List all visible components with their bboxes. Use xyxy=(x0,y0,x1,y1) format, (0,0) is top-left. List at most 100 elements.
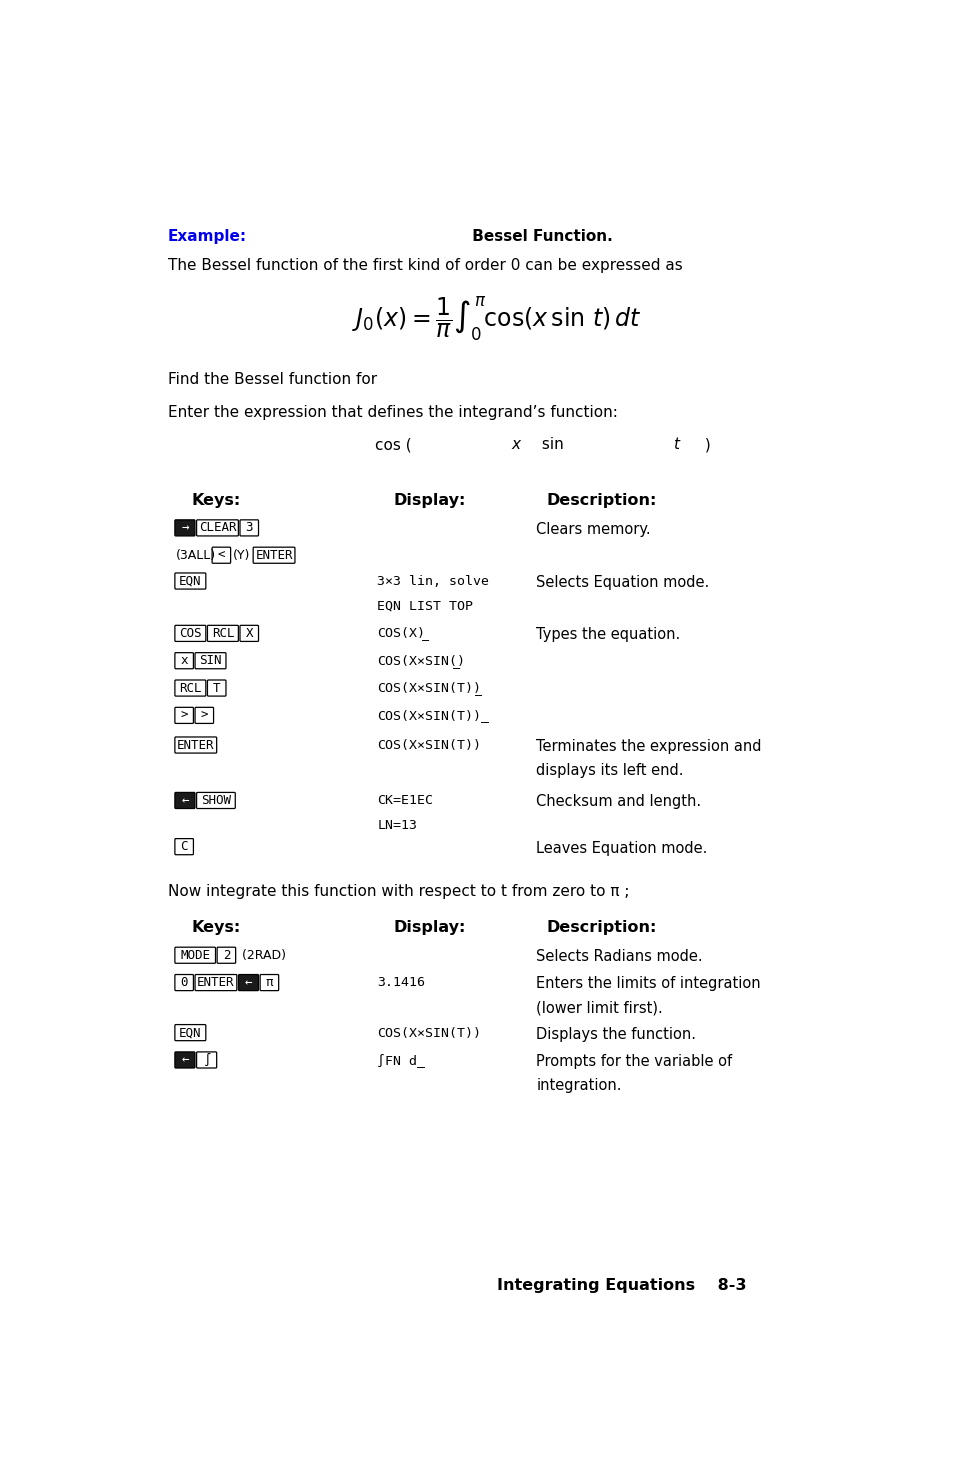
FancyBboxPatch shape xyxy=(174,947,215,963)
Text: ENTER: ENTER xyxy=(197,977,234,989)
Text: COS(X×SIN(T)): COS(X×SIN(T)) xyxy=(377,682,481,696)
Text: CK=E1EC: CK=E1EC xyxy=(377,795,433,808)
Text: 0: 0 xyxy=(180,977,188,989)
FancyBboxPatch shape xyxy=(174,626,206,641)
Text: π: π xyxy=(265,977,273,989)
Text: Checksum and length.: Checksum and length. xyxy=(536,795,700,810)
Text: Enters the limits of integration: Enters the limits of integration xyxy=(536,977,760,992)
Text: EQN LIST TOP: EQN LIST TOP xyxy=(377,599,473,613)
FancyBboxPatch shape xyxy=(174,792,194,808)
FancyBboxPatch shape xyxy=(174,839,193,855)
Text: ∫: ∫ xyxy=(203,1054,211,1067)
Text: ∫FN d_: ∫FN d_ xyxy=(377,1054,425,1069)
FancyBboxPatch shape xyxy=(174,519,194,536)
Text: Terminates the expression and: Terminates the expression and xyxy=(536,739,760,753)
Text: Integrating Equations    8-3: Integrating Equations 8-3 xyxy=(497,1277,745,1292)
FancyBboxPatch shape xyxy=(174,1024,206,1040)
Text: Keys:: Keys: xyxy=(192,921,240,935)
Text: →: → xyxy=(181,521,189,534)
Text: Find the Bessel function for: Find the Bessel function for xyxy=(168,371,381,386)
Text: MODE: MODE xyxy=(180,949,210,962)
FancyBboxPatch shape xyxy=(196,1052,216,1069)
Text: _: _ xyxy=(421,629,429,641)
FancyBboxPatch shape xyxy=(207,679,226,696)
Text: ←: ← xyxy=(181,793,189,807)
FancyBboxPatch shape xyxy=(194,653,226,669)
Text: COS(X×SIN(T))_: COS(X×SIN(T))_ xyxy=(377,709,489,722)
Text: 2: 2 xyxy=(222,949,230,962)
FancyBboxPatch shape xyxy=(253,548,294,564)
Text: C: C xyxy=(180,841,188,852)
FancyBboxPatch shape xyxy=(194,707,213,724)
Text: SHOW: SHOW xyxy=(201,793,231,807)
Text: Display:: Display: xyxy=(394,493,466,508)
Text: Types the equation.: Types the equation. xyxy=(536,628,679,642)
Text: (2RAD): (2RAD) xyxy=(238,949,286,962)
Text: Enter the expression that defines the integrand’s function:: Enter the expression that defines the in… xyxy=(168,404,618,420)
Text: (lower limit first).: (lower limit first). xyxy=(536,1000,662,1015)
FancyBboxPatch shape xyxy=(174,707,193,724)
Text: 3.1416: 3.1416 xyxy=(377,977,425,990)
Text: 3: 3 xyxy=(245,521,253,534)
Text: Leaves Equation mode.: Leaves Equation mode. xyxy=(536,841,707,855)
Text: Selects Equation mode.: Selects Equation mode. xyxy=(536,574,709,591)
Text: cos (: cos ( xyxy=(375,437,411,451)
FancyBboxPatch shape xyxy=(174,653,193,669)
Text: X: X xyxy=(245,628,253,639)
Text: Description:: Description: xyxy=(546,493,657,508)
Text: (Y): (Y) xyxy=(233,549,251,562)
Text: >: > xyxy=(180,709,188,722)
FancyBboxPatch shape xyxy=(240,626,258,641)
Text: COS(X): COS(X) xyxy=(377,628,425,641)
Text: EQN: EQN xyxy=(179,1026,201,1039)
Text: Example:: Example: xyxy=(168,229,247,244)
Text: displays its left end.: displays its left end. xyxy=(536,764,683,778)
Text: CLEAR: CLEAR xyxy=(198,521,236,534)
Text: x: x xyxy=(511,437,519,451)
Text: (3ALL): (3ALL) xyxy=(175,549,215,562)
Text: COS(X×SIN(T)): COS(X×SIN(T)) xyxy=(377,739,481,752)
Text: COS(X×SIN(T)): COS(X×SIN(T)) xyxy=(377,1027,481,1039)
Text: x: x xyxy=(180,654,188,667)
FancyBboxPatch shape xyxy=(260,974,278,990)
Text: Now integrate this function with respect to t from zero to π ;: Now integrate this function with respect… xyxy=(168,885,634,900)
FancyBboxPatch shape xyxy=(194,974,236,990)
FancyBboxPatch shape xyxy=(174,1052,194,1069)
FancyBboxPatch shape xyxy=(174,737,216,753)
Text: RCL: RCL xyxy=(212,628,233,639)
Text: t: t xyxy=(673,437,679,451)
FancyBboxPatch shape xyxy=(217,947,235,963)
Text: ENTER: ENTER xyxy=(177,739,214,752)
FancyBboxPatch shape xyxy=(174,573,206,589)
Text: ): ) xyxy=(699,437,710,451)
FancyBboxPatch shape xyxy=(207,626,238,641)
Text: COS: COS xyxy=(179,628,201,639)
FancyBboxPatch shape xyxy=(196,519,238,536)
FancyBboxPatch shape xyxy=(174,974,193,990)
Text: Keys:: Keys: xyxy=(192,493,240,508)
Text: Description:: Description: xyxy=(546,921,657,935)
FancyBboxPatch shape xyxy=(238,974,258,990)
Text: ←: ← xyxy=(245,977,252,989)
Text: ←: ← xyxy=(181,1054,189,1067)
Text: _: _ xyxy=(453,656,459,669)
Text: T: T xyxy=(213,682,220,694)
Text: Selects Radians mode.: Selects Radians mode. xyxy=(536,949,702,963)
FancyBboxPatch shape xyxy=(196,792,235,808)
FancyBboxPatch shape xyxy=(174,679,206,696)
Text: 3×3 lin, solve: 3×3 lin, solve xyxy=(377,574,489,588)
Text: <: < xyxy=(217,549,225,562)
Text: Clears memory.: Clears memory. xyxy=(536,522,650,537)
Text: _: _ xyxy=(475,684,481,696)
Text: Prompts for the variable of: Prompts for the variable of xyxy=(536,1054,732,1069)
Text: sin: sin xyxy=(537,437,568,451)
Text: $J_0(x) = \dfrac{1}{\pi}\int_0^{\pi} \cos(x\,\sin\,t)\,dt$: $J_0(x) = \dfrac{1}{\pi}\int_0^{\pi} \co… xyxy=(352,295,640,343)
Text: Displays the function.: Displays the function. xyxy=(536,1027,696,1042)
Text: ENTER: ENTER xyxy=(255,549,293,562)
FancyBboxPatch shape xyxy=(212,548,231,564)
Text: >: > xyxy=(200,709,208,722)
Text: SIN: SIN xyxy=(199,654,221,667)
FancyBboxPatch shape xyxy=(240,519,258,536)
Text: RCL: RCL xyxy=(179,682,201,694)
Text: LN=13: LN=13 xyxy=(377,818,416,832)
